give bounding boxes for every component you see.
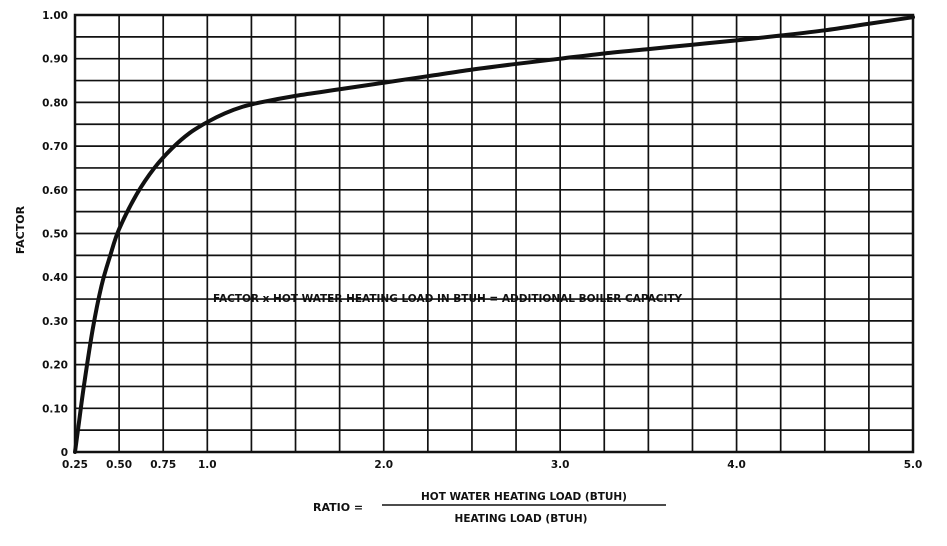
x-tick-label: 1.0 — [198, 459, 217, 471]
tick-labels: 0 0.10 0.20 0.30 0.40 0.50 0.60 0.70 0.80 0.90 1.0… — [42, 10, 922, 471]
plot-frame — [73, 13, 915, 454]
y-tick-label: 0.80 — [42, 97, 68, 109]
grid — [75, 15, 913, 452]
y-tick-label: 0.90 — [42, 54, 68, 66]
x-tick-label: 4.0 — [727, 459, 746, 471]
y-tick-label: 0.50 — [42, 229, 68, 241]
y-tick-label: 0.20 — [42, 360, 68, 372]
y-tick-label: 0.10 — [42, 403, 68, 415]
series-line — [73, 15, 915, 454]
y-tick-label: 0.70 — [42, 141, 68, 153]
y-axis-label: FACTOR — [14, 205, 27, 254]
x-tick-label: 3.0 — [551, 459, 570, 471]
x-tick-label: 0.75 — [150, 459, 176, 471]
x-tick-label: 0.25 — [62, 459, 88, 471]
series-layer — [73, 15, 915, 454]
y-tick-label: 0 — [61, 447, 68, 459]
annotation-text: FACTOR x HOT WATER HEATING LOAD IN BTUH … — [213, 293, 683, 305]
y-tick-label: 0.30 — [42, 316, 68, 328]
y-tick-label: 0.60 — [42, 185, 68, 197]
x-tick-label: 5.0 — [904, 459, 923, 471]
x-axis-label-denominator: HEATING LOAD (BTUH) — [455, 513, 588, 525]
x-axis-label-numerator: HOT WATER HEATING LOAD (BTUH) — [421, 491, 627, 503]
x-tick-label: 0.50 — [106, 459, 132, 471]
x-axis-label-prefix: RATIO = — [313, 501, 363, 514]
x-tick-label: 2.0 — [374, 459, 393, 471]
y-tick-label: 1.00 — [42, 10, 68, 22]
x-axis-label: RATIO = HOT WATER HEATING LOAD (BTUH) HE… — [313, 491, 666, 525]
y-tick-label: 0.40 — [42, 272, 68, 284]
